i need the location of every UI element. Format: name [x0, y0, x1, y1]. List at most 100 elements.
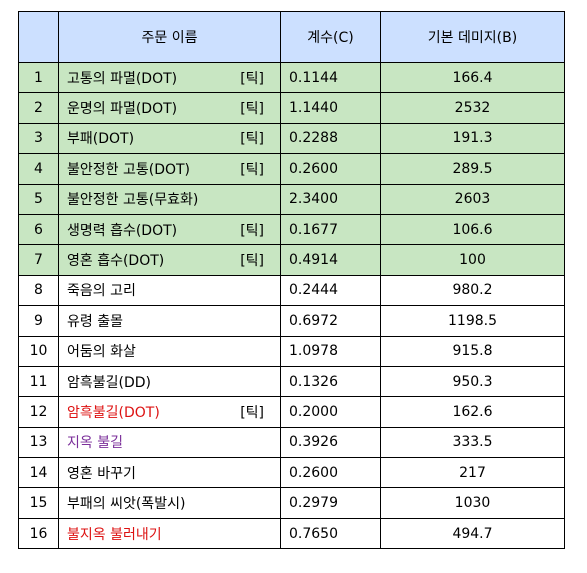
spell-name: 영혼 흡수(DOT) [67, 253, 165, 270]
spell-name-cell: 암흑불길(DD) [58, 365, 281, 398]
table-row: 2 운명의 파멸(DOT) [틱] 1.1440 2532 [18, 92, 565, 124]
table-row: 8 죽음의 고리 0.2444 980.2 [18, 274, 565, 307]
coefficient-cell: 0.2288 [280, 122, 381, 155]
table-row: 10 어둠의 화살 1.0978 915.8 [18, 335, 565, 367]
base-damage-cell: 106.6 [380, 213, 565, 246]
tick-label: [틱] [240, 101, 264, 118]
row-number: 3 [18, 122, 59, 155]
base-damage-cell: 980.2 [380, 274, 565, 307]
table-row: 9 유령 출몰 0.6972 1198.5 [18, 305, 565, 337]
coefficient-cell: 0.2444 [280, 274, 381, 307]
spell-name: 지옥 불길 [67, 435, 123, 452]
spell-name-wrapper: 암흑불길(DD) [67, 372, 280, 392]
table-row: 15 부패의 씨앗(폭발시) 0.2979 1030 [18, 487, 565, 519]
spell-name: 생명력 흡수(DOT) [67, 222, 178, 239]
spell-name: 유령 출몰 [67, 313, 123, 330]
tick-label: [틱] [240, 161, 264, 178]
table-row: 5 불안정한 고통(무효화) 2.3400 2603 [18, 183, 565, 215]
spell-name: 고통의 파멸(DOT) [67, 70, 178, 87]
spell-name-cell: 암흑불길(DOT) [틱] [58, 396, 281, 428]
spell-name-cell: 영혼 바꾸기 [58, 457, 281, 489]
table-row: 6 생명력 흡수(DOT) [틱] 0.1677 106.6 [18, 213, 565, 246]
tick-label: [틱] [240, 222, 264, 239]
tick-label: [틱] [240, 404, 264, 421]
coefficient-cell: 0.2600 [280, 153, 381, 185]
base-damage-cell: 1030 [380, 487, 565, 519]
row-number: 15 [18, 487, 59, 519]
row-number: 12 [18, 396, 59, 428]
coefficient-cell: 0.2000 [280, 396, 381, 428]
spell-name-wrapper: 불지옥 불러내기 [67, 524, 280, 544]
spell-name: 불안정한 고통(DOT) [67, 161, 191, 178]
header-number [18, 11, 59, 63]
spell-name-wrapper: 죽음의 고리 [67, 280, 280, 300]
spell-name: 암흑불길(DOT) [67, 404, 160, 421]
base-damage-cell: 2603 [380, 183, 565, 215]
coefficient-cell: 0.1326 [280, 365, 381, 398]
base-damage-cell: 289.5 [380, 153, 565, 185]
spell-name-wrapper: 부패의 씨앗(폭발시) [67, 493, 280, 513]
row-number: 5 [18, 183, 59, 215]
base-damage-cell: 191.3 [380, 122, 565, 155]
spell-name-cell: 지옥 불길 [58, 426, 281, 459]
coefficient-cell: 0.7650 [280, 517, 381, 550]
tick-label: [틱] [240, 253, 264, 270]
table-row: 4 불안정한 고통(DOT) [틱] 0.2600 289.5 [18, 153, 565, 185]
spell-name: 죽음의 고리 [67, 283, 136, 300]
coefficient-cell: 0.1677 [280, 213, 381, 246]
coefficient-cell: 0.4914 [280, 244, 381, 276]
spell-name: 부패(DOT) [67, 131, 135, 148]
row-number: 9 [18, 305, 59, 337]
row-number: 4 [18, 153, 59, 185]
table-row: 16 불지옥 불러내기 0.7650 494.7 [18, 517, 565, 550]
spell-name-wrapper: 운명의 파멸(DOT) [틱] [67, 98, 280, 118]
spell-coefficient-table-wrap: 주문 이름 계수(C) 기본 데미지(B) 1 고통의 파멸(DOT) [틱] 0.1… [18, 11, 565, 550]
base-damage-cell: 217 [380, 457, 565, 489]
tick-label: [틱] [240, 131, 264, 148]
table-row: 7 영혼 흡수(DOT) [틱] 0.4914 100 [18, 244, 565, 276]
spell-name-wrapper: 암흑불길(DOT) [틱] [67, 402, 280, 422]
row-number: 6 [18, 213, 59, 246]
spell-name-wrapper: 불안정한 고통(무효화) [67, 189, 280, 209]
spell-name-cell: 불지옥 불러내기 [58, 517, 281, 550]
spell-name-wrapper: 생명력 흡수(DOT) [틱] [67, 220, 280, 240]
table-row: 3 부패(DOT) [틱] 0.2288 191.3 [18, 122, 565, 155]
row-number: 14 [18, 457, 59, 489]
spell-name-cell: 운명의 파멸(DOT) [틱] [58, 92, 281, 124]
row-number: 11 [18, 365, 59, 398]
spell-name: 불안정한 고통(무효화) [67, 192, 199, 209]
row-number: 13 [18, 426, 59, 459]
spell-name-wrapper: 영혼 바꾸기 [67, 463, 280, 483]
spell-name-wrapper: 지옥 불길 [67, 432, 280, 452]
spell-name-cell: 부패의 씨앗(폭발시) [58, 487, 281, 519]
tick-label: [틱] [240, 70, 264, 87]
base-damage-cell: 950.3 [380, 365, 565, 398]
coefficient-cell: 0.1144 [280, 61, 381, 94]
spell-name-wrapper: 유령 출몰 [67, 311, 280, 331]
spell-name-cell: 부패(DOT) [틱] [58, 122, 281, 155]
spell-name-wrapper: 영혼 흡수(DOT) [틱] [67, 250, 280, 270]
coefficient-cell: 0.2979 [280, 487, 381, 519]
spell-name-cell: 불안정한 고통(DOT) [틱] [58, 153, 281, 185]
header-coefficient: 계수(C) [280, 11, 381, 63]
spell-name-cell: 유령 출몰 [58, 305, 281, 337]
spell-name-cell: 생명력 흡수(DOT) [틱] [58, 213, 281, 246]
spell-name-cell: 영혼 흡수(DOT) [틱] [58, 244, 281, 276]
table-row: 1 고통의 파멸(DOT) [틱] 0.1144 166.4 [18, 61, 565, 94]
row-number: 10 [18, 335, 59, 367]
coefficient-cell: 0.6972 [280, 305, 381, 337]
spell-name-wrapper: 어둠의 화살 [67, 341, 280, 361]
base-damage-cell: 915.8 [380, 335, 565, 367]
coefficient-cell: 0.3926 [280, 426, 381, 459]
base-damage-cell: 494.7 [380, 517, 565, 550]
spell-name: 영혼 바꾸기 [67, 465, 136, 482]
spell-name-cell: 어둠의 화살 [58, 335, 281, 367]
header-spell-name: 주문 이름 [58, 11, 281, 63]
base-damage-cell: 1198.5 [380, 305, 565, 337]
coefficient-cell: 2.3400 [280, 183, 381, 215]
row-number: 16 [18, 517, 59, 550]
row-number: 1 [18, 61, 59, 94]
spell-name: 어둠의 화살 [67, 344, 136, 361]
coefficient-cell: 1.0978 [280, 335, 381, 367]
row-number: 8 [18, 274, 59, 307]
